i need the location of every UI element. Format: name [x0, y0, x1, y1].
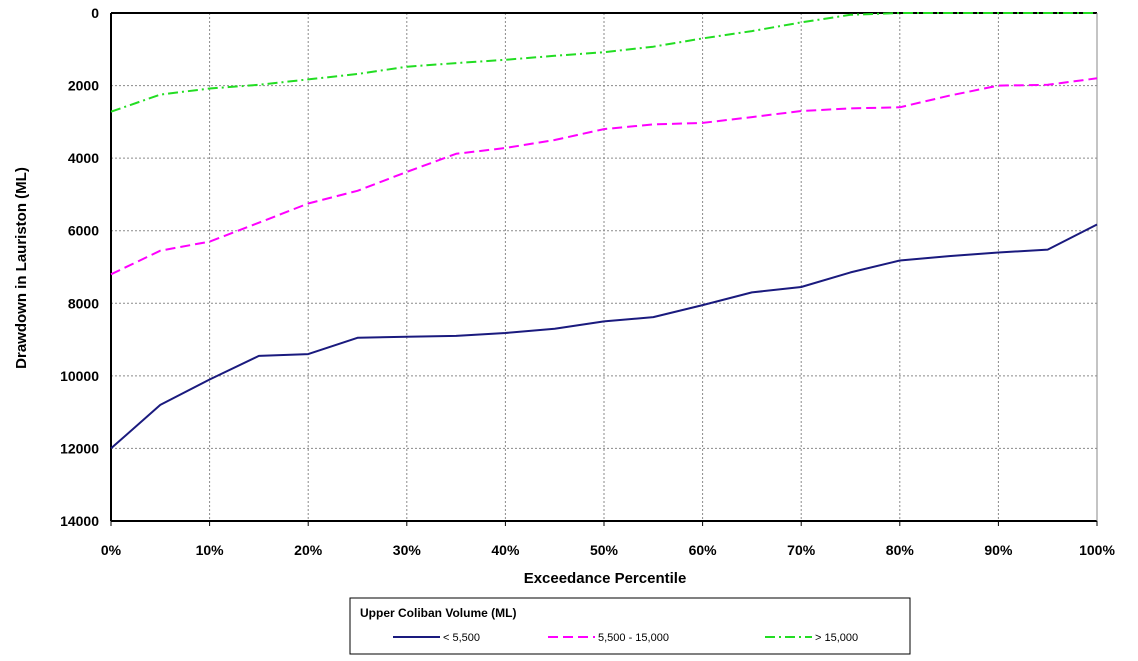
x-axis-title: Exceedance Percentile [524, 570, 687, 587]
y-tick-label: 8000 [68, 295, 99, 311]
y-tick-label: 0 [91, 5, 99, 21]
y-tick-label: 2000 [68, 78, 99, 94]
series-line-1 [110, 223, 1098, 450]
y-tick-label: 4000 [68, 150, 99, 166]
x-tick-label: 60% [689, 542, 718, 558]
y-tick-label: 14000 [60, 513, 99, 529]
y-tick-label: 10000 [60, 368, 99, 384]
x-tick-label: 30% [393, 542, 422, 558]
x-tick-label: 20% [294, 542, 323, 558]
legend-label: > 15,000 [815, 632, 858, 644]
y-tick-label: 6000 [68, 223, 99, 239]
x-tick-label: 70% [787, 542, 816, 558]
legend: Upper Coliban Volume (ML) < 5,500 5,500 -… [349, 597, 911, 655]
x-tick-label: 100% [1079, 542, 1115, 558]
series-line-2 [110, 77, 1098, 276]
series-line-3 [110, 12, 1097, 113]
grid-layer [111, 13, 1097, 521]
y-tick-label: 12000 [60, 440, 99, 456]
legend-label: 5,500 - 15,000 [598, 632, 669, 644]
x-tick-label: 10% [196, 542, 225, 558]
legend-title: Upper Coliban Volume (ML) [360, 606, 516, 620]
x-tick-label: 50% [590, 542, 619, 558]
y-axis-title: Drawdown in Lauriston (ML) [13, 167, 30, 369]
x-tick-label: 90% [984, 542, 1013, 558]
x-tick-label: 40% [491, 542, 520, 558]
legend-box [349, 597, 911, 655]
x-tick-label: 80% [886, 542, 915, 558]
legend-label: < 5,500 [443, 632, 480, 644]
series-layer [110, 12, 1098, 450]
x-tick-label: 0% [101, 542, 122, 558]
legend-items: < 5,500 5,500 - 15,000 > 15,000 [393, 632, 858, 644]
